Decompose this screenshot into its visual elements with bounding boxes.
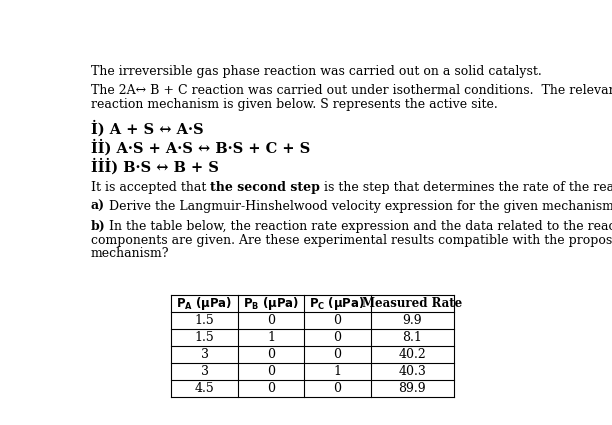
- Text: reaction mechanism is given below. S represents the active site.: reaction mechanism is given below. S rep…: [91, 98, 498, 111]
- Text: 0: 0: [267, 382, 275, 395]
- Text: The 2A↔ B + C reaction was carried out under isothermal conditions.  The relevan: The 2A↔ B + C reaction was carried out u…: [91, 85, 612, 97]
- Text: 1.5: 1.5: [195, 331, 214, 344]
- Text: 3: 3: [201, 365, 209, 378]
- Text: 0: 0: [334, 331, 341, 344]
- Text: In the table below, the reaction rate expression and the data related to the rea: In the table below, the reaction rate ex…: [105, 220, 612, 233]
- Text: 0: 0: [334, 348, 341, 361]
- Text: 1: 1: [334, 365, 341, 378]
- Text: İİ) A·S + A·S ↔ B·S + C + S: İİ) A·S + A·S ↔ B·S + C + S: [91, 139, 310, 156]
- Text: components are given. Are these experimental results compatible with the propose: components are given. Are these experime…: [91, 234, 612, 246]
- Text: The irreversible gas phase reaction was carried out on a solid catalyst.: The irreversible gas phase reaction was …: [91, 65, 542, 78]
- Text: is the step that determines the rate of the reaction.: is the step that determines the rate of …: [320, 181, 612, 194]
- Text: 1: 1: [267, 331, 275, 344]
- Text: 8.1: 8.1: [402, 331, 422, 344]
- Text: It is accepted that: It is accepted that: [91, 181, 210, 194]
- Text: 0: 0: [334, 382, 341, 395]
- Text: 0: 0: [334, 314, 341, 327]
- Text: Derive the Langmuir-Hinshelwood velocity expression for the given mechanism.: Derive the Langmuir-Hinshelwood velocity…: [105, 200, 612, 213]
- Text: mechanism?: mechanism?: [91, 247, 170, 261]
- Text: İ) A + S ↔ A·S: İ) A + S ↔ A·S: [91, 120, 203, 137]
- Text: Measured Rate: Measured Rate: [362, 297, 462, 310]
- Text: İİİ) B·S ↔ B + S: İİİ) B·S ↔ B + S: [91, 159, 218, 175]
- Text: a): a): [91, 200, 105, 213]
- Text: 0: 0: [267, 365, 275, 378]
- Text: $\mathbf{P_{C}}\ \mathbf{(\mu Pa)}$: $\mathbf{P_{C}}\ \mathbf{(\mu Pa)}$: [310, 295, 365, 312]
- Text: 0: 0: [267, 348, 275, 361]
- Text: 4.5: 4.5: [195, 382, 214, 395]
- Text: 9.9: 9.9: [402, 314, 422, 327]
- Text: 89.9: 89.9: [398, 382, 426, 395]
- Text: the second step: the second step: [210, 181, 320, 194]
- Text: 0: 0: [267, 314, 275, 327]
- Text: 3: 3: [201, 348, 209, 361]
- Text: 40.3: 40.3: [398, 365, 426, 378]
- Text: 1.5: 1.5: [195, 314, 214, 327]
- Text: $\mathbf{P_{A}}\ \mathbf{(\mu Pa)}$: $\mathbf{P_{A}}\ \mathbf{(\mu Pa)}$: [176, 295, 233, 312]
- Text: b): b): [91, 220, 105, 233]
- Text: 40.2: 40.2: [398, 348, 426, 361]
- Text: $\mathbf{P_{B}}\ \mathbf{(\mu Pa)}$: $\mathbf{P_{B}}\ \mathbf{(\mu Pa)}$: [243, 295, 299, 312]
